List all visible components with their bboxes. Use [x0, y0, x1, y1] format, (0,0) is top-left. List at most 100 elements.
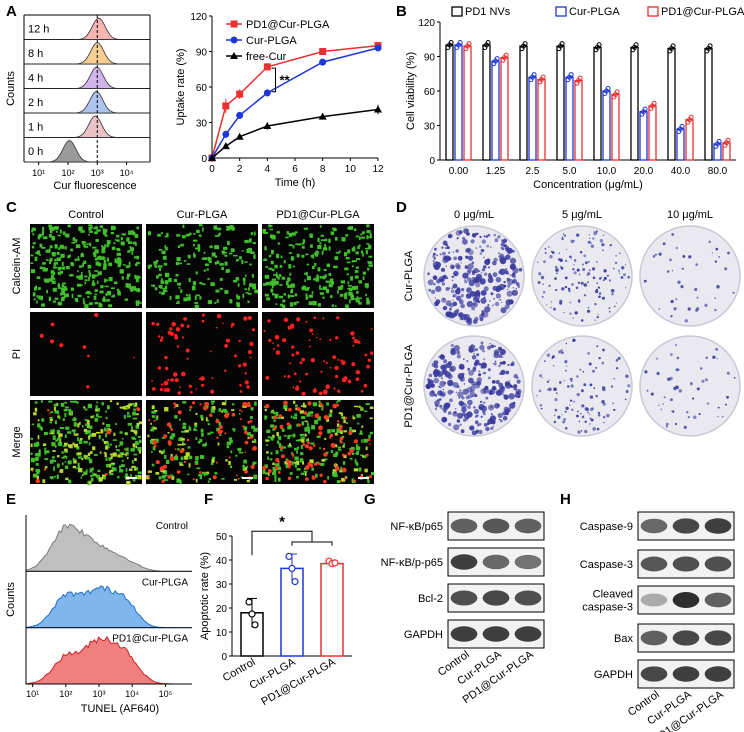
colony: [581, 416, 584, 419]
panel-letter-G: G: [364, 491, 376, 508]
cell-dot: [217, 233, 221, 237]
cell-dot: [178, 438, 183, 442]
cell-dot: [61, 451, 64, 454]
cell-dot: [333, 387, 336, 390]
cell-dot: [51, 442, 56, 447]
cell-dot: [188, 425, 191, 430]
colony: [434, 407, 437, 411]
cell-dot: [90, 415, 93, 419]
protein-label: Caspase-9: [580, 521, 633, 533]
cell-dot: [49, 459, 54, 464]
cell-dot: [127, 422, 133, 426]
cell-dot: [227, 412, 230, 415]
cell-dot: [311, 414, 314, 417]
cell-dot: [84, 246, 89, 248]
cell-dot: [321, 406, 324, 409]
cell-dot: [224, 344, 229, 348]
cell-dot: [280, 255, 283, 259]
cell-dot: [305, 293, 308, 297]
cell-dot: [40, 234, 43, 237]
cell-dot: [97, 407, 100, 412]
cell-dot: [263, 232, 268, 234]
cell-dot: [364, 283, 369, 288]
cell-dot: [169, 327, 173, 331]
cell-dot: [84, 281, 86, 285]
cell-dot: [30, 254, 34, 257]
colony: [499, 299, 502, 301]
cell-dot: [265, 281, 270, 286]
cell-dot: [294, 447, 297, 451]
colony: [560, 349, 563, 352]
colony: [460, 262, 462, 264]
marker-circle: [263, 89, 271, 97]
cell-dot: [318, 425, 323, 431]
cell-dot: [289, 460, 292, 463]
x-tick-label: 10¹: [26, 689, 39, 699]
cell-dot: [110, 443, 112, 446]
cell-dot: [105, 445, 109, 450]
cell-dot: [160, 469, 166, 473]
cell-dot: [319, 292, 324, 295]
cell-dot: [165, 280, 169, 285]
cell-dot: [104, 232, 107, 236]
colony: [475, 247, 478, 250]
colony: [493, 304, 495, 306]
cell-dot: [83, 260, 87, 264]
cell-dot: [347, 285, 352, 287]
colony: [474, 348, 478, 352]
cell-dot: [222, 322, 224, 325]
cell-dot: [36, 276, 41, 280]
colony: [499, 348, 506, 356]
cell-dot: [98, 436, 101, 440]
colony: [517, 395, 521, 398]
cell-dot: [302, 239, 305, 243]
protein-label: GAPDH: [594, 669, 633, 681]
colony: [458, 230, 463, 235]
colony: [484, 385, 489, 390]
track-label: 8 h: [28, 48, 43, 60]
cell-dot: [237, 283, 240, 287]
cell-dot: [345, 257, 350, 260]
colony: [469, 425, 475, 431]
cell-dot: [82, 262, 84, 267]
cell-dot: [265, 472, 269, 475]
cell-dot: [188, 384, 192, 388]
marker-triangle: [263, 122, 272, 130]
cell-dot: [198, 234, 202, 237]
cell-dot: [202, 443, 206, 447]
cell-dot: [311, 425, 316, 430]
histogram-track: [25, 585, 192, 629]
cell-dot: [120, 241, 125, 246]
cell-dot: [264, 408, 267, 412]
cell-dot: [88, 435, 91, 440]
cell-dot: [324, 274, 327, 278]
cell-dot: [254, 401, 257, 406]
cell-dot: [360, 407, 363, 410]
cell-dot: [161, 479, 165, 483]
cell-dot: [135, 475, 139, 479]
cell-dot: [147, 434, 150, 438]
colony: [595, 230, 598, 233]
cell-dot: [307, 438, 309, 441]
colony: [541, 377, 543, 379]
cell-dot: [323, 458, 328, 461]
x-tick-label: 6: [292, 164, 298, 175]
micrograph: [262, 312, 374, 396]
cell-dot: [353, 439, 358, 444]
cell-dot: [155, 265, 158, 268]
colony: [459, 389, 462, 392]
cell-dot: [60, 292, 62, 296]
colony: [656, 371, 660, 376]
colony: [502, 238, 508, 243]
cell-dot: [102, 298, 106, 302]
cell-dot: [127, 412, 130, 415]
cell-dot: [300, 452, 304, 456]
cell-dot: [352, 336, 355, 340]
cell-dot: [264, 258, 267, 261]
cell-dot: [125, 473, 128, 477]
cell-dot: [132, 241, 137, 245]
colony: [468, 255, 474, 261]
colony: [450, 289, 455, 294]
colony: [599, 277, 602, 280]
